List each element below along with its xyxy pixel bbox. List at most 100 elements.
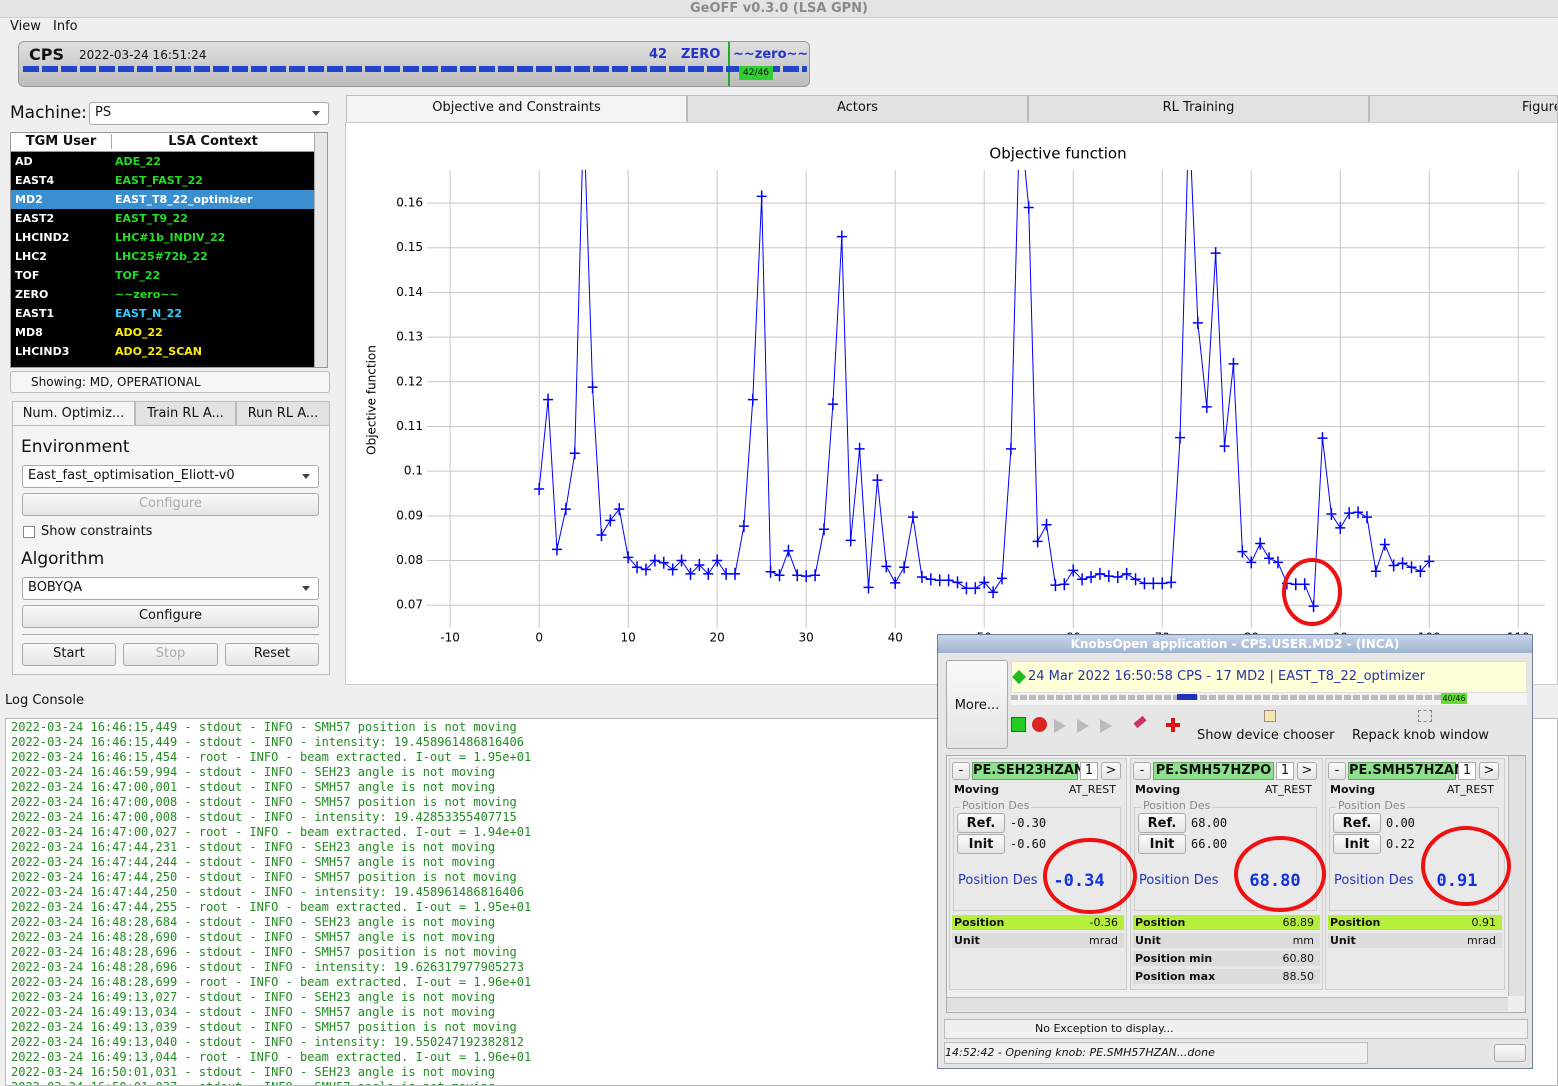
point-marker bbox=[1344, 507, 1355, 520]
point-marker bbox=[1335, 521, 1346, 534]
point-marker bbox=[1121, 567, 1132, 580]
clear-icon[interactable] bbox=[1133, 715, 1147, 729]
configure-button[interactable]: Configure bbox=[22, 605, 319, 628]
user-cell: EAST4 bbox=[15, 174, 55, 187]
checkbox[interactable] bbox=[23, 526, 35, 538]
point-marker bbox=[1068, 564, 1079, 577]
left-tab[interactable]: Run RL A... bbox=[236, 401, 330, 426]
ref-button[interactable]: Ref. bbox=[957, 813, 1005, 833]
machine-select[interactable]: PS bbox=[89, 102, 329, 125]
point-marker bbox=[1139, 577, 1150, 590]
table-row[interactable]: AD ADE_22 bbox=[11, 152, 314, 171]
left-tab[interactable]: Train RL A... bbox=[135, 401, 236, 426]
point-marker bbox=[712, 554, 723, 567]
play-icon[interactable] bbox=[1054, 719, 1073, 733]
point-marker bbox=[1379, 538, 1390, 551]
init-value: 66.00 bbox=[1191, 837, 1228, 851]
table-row[interactable]: EAST4 EAST_FAST_22 bbox=[11, 171, 314, 190]
minus-button[interactable]: - bbox=[952, 762, 970, 780]
stop-button[interactable]: Stop bbox=[123, 643, 218, 666]
init-button[interactable]: Init bbox=[1333, 834, 1381, 854]
main-tab[interactable]: Figure bbox=[1369, 95, 1558, 123]
point-marker bbox=[1255, 537, 1266, 550]
menu-view[interactable]: View bbox=[10, 19, 41, 34]
point-marker bbox=[818, 523, 829, 536]
desired-value[interactable]: -0.34 bbox=[1042, 859, 1116, 903]
algorithm-heading: Algorithm bbox=[21, 549, 105, 569]
left-tab[interactable]: Num. Optimiz... bbox=[12, 401, 135, 426]
init-button[interactable]: Init bbox=[1138, 834, 1186, 854]
window-title: GeOFF v0.3.0 (LSA GPN) bbox=[689, 1, 869, 16]
vertical-scrollbar[interactable] bbox=[1508, 756, 1524, 996]
table-row[interactable]: MD8 ADO_22 bbox=[11, 323, 314, 342]
y-tick-label: 0.12 bbox=[396, 374, 423, 388]
point-marker bbox=[1050, 579, 1061, 592]
more-button[interactable]: More... bbox=[946, 660, 1008, 749]
table-scrollbar[interactable] bbox=[314, 133, 327, 367]
ref-button[interactable]: Ref. bbox=[1333, 813, 1381, 833]
log-line: 2022-03-24 16:49:13,039 - stdout - INFO … bbox=[11, 1020, 517, 1034]
stop-icon[interactable] bbox=[1032, 717, 1047, 732]
point-marker bbox=[783, 544, 794, 557]
point-marker bbox=[667, 563, 678, 576]
next-button[interactable]: > bbox=[1101, 762, 1121, 780]
point-marker bbox=[1077, 573, 1088, 586]
environment-heading: Environment bbox=[21, 437, 130, 457]
main-tab[interactable]: Objective and Constraints bbox=[346, 95, 687, 123]
table-row[interactable]: LHC2 LHC25#72b_22 bbox=[11, 247, 314, 266]
minus-button[interactable]: - bbox=[1328, 762, 1346, 780]
init-button[interactable]: Init bbox=[957, 834, 1005, 854]
step-icon[interactable] bbox=[1077, 719, 1096, 733]
plot-area bbox=[534, 170, 1435, 613]
main-tab[interactable]: RL Training bbox=[1028, 95, 1369, 123]
log-line: 2022-03-24 16:49:13,044 - root - INFO - … bbox=[11, 1050, 532, 1064]
repack-knob-window[interactable]: Repack knob window bbox=[1352, 728, 1489, 743]
configure-button[interactable]: Configure bbox=[22, 493, 319, 516]
table-row[interactable]: MD2 EAST_T8_22_optimizer bbox=[11, 190, 314, 209]
filter-combo[interactable]: Showing: MD, OPERATIONAL bbox=[10, 371, 330, 393]
context-cell: ~~zero~~ bbox=[115, 288, 179, 301]
log-line: 2022-03-24 16:48:28,696 - stdout - INFO … bbox=[11, 960, 524, 974]
table-row[interactable]: LHCIND2 LHC#1b_INDIV_22 bbox=[11, 228, 314, 247]
desired-value[interactable]: 68.80 bbox=[1238, 859, 1312, 903]
minus-button[interactable]: - bbox=[1133, 762, 1151, 780]
point-marker bbox=[908, 511, 919, 524]
repack-icon[interactable] bbox=[1418, 710, 1432, 722]
show-device-chooser[interactable]: Show device chooser bbox=[1197, 728, 1335, 743]
add-icon[interactable] bbox=[1166, 718, 1180, 732]
main-tab[interactable]: Actors bbox=[687, 95, 1028, 123]
horizontal-scrollbar[interactable] bbox=[947, 997, 1508, 1011]
show-constraints[interactable]: Show constraints bbox=[41, 524, 153, 539]
next-button[interactable]: > bbox=[1297, 762, 1317, 780]
table-row[interactable]: ZERO ~~zero~~ bbox=[11, 285, 314, 304]
point-marker bbox=[534, 483, 545, 496]
context-cell: ADE_22 bbox=[115, 155, 161, 168]
table-row[interactable]: EAST2 EAST_T9_22 bbox=[11, 209, 314, 228]
ref-button[interactable]: Ref. bbox=[1138, 813, 1186, 833]
unit-label: Unit bbox=[1135, 934, 1161, 947]
y-tick-label: 0.11 bbox=[396, 419, 423, 433]
table-row[interactable]: TOF TOF_22 bbox=[11, 266, 314, 285]
desired-value[interactable]: 0.91 bbox=[1420, 859, 1494, 903]
start-button[interactable]: Start bbox=[22, 643, 116, 666]
environment-select[interactable]: East_fast_optimisation_Eliott-v0 bbox=[22, 465, 319, 488]
log-line: 2022-03-24 16:48:28,690 - stdout - INFO … bbox=[11, 930, 496, 944]
cycle-strip bbox=[1011, 695, 1441, 700]
collapse-button[interactable] bbox=[1494, 1044, 1526, 1062]
timing-datetime: 2022-03-24 16:51:24 bbox=[79, 48, 207, 62]
reset-button[interactable]: Reset bbox=[225, 643, 319, 666]
next-button[interactable]: > bbox=[1479, 762, 1499, 780]
table-row[interactable]: EAST1 EAST_N_22 bbox=[11, 304, 314, 323]
algorithm-select[interactable]: BOBYQA bbox=[22, 577, 319, 600]
menu-info[interactable]: Info bbox=[53, 19, 78, 34]
point-marker bbox=[658, 556, 669, 569]
chooser-icon[interactable] bbox=[1264, 710, 1276, 722]
status-icon bbox=[1011, 669, 1027, 685]
forward-icon[interactable] bbox=[1100, 719, 1119, 733]
point-marker bbox=[1237, 545, 1248, 558]
start-icon[interactable] bbox=[1011, 717, 1026, 732]
unit-label: Unit bbox=[1330, 934, 1356, 947]
point-marker bbox=[1361, 511, 1372, 524]
table-row[interactable]: LHCIND3 ADO_22_SCAN bbox=[11, 342, 314, 361]
log-line: 2022-03-24 16:49:13,040 - stdout - INFO … bbox=[11, 1035, 524, 1049]
